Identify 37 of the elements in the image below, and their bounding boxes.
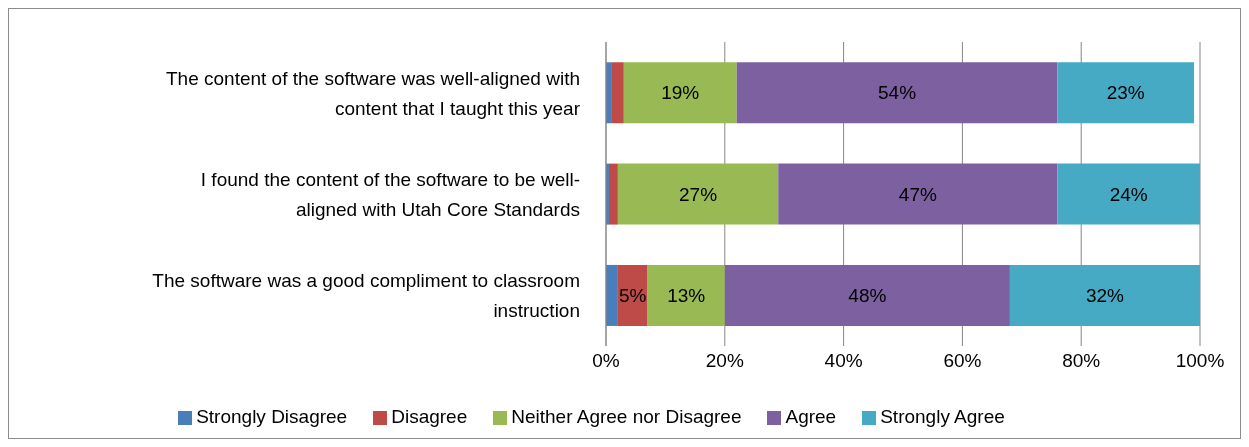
bar xyxy=(606,264,618,326)
legend-label: Agree xyxy=(785,406,837,427)
data-label: 47% xyxy=(898,183,937,205)
legend-label: Disagree xyxy=(391,406,468,427)
data-label: 48% xyxy=(848,284,887,306)
data-label: 13% xyxy=(667,284,706,306)
y-tick-label: I found the content of the software to be well-aligned with Utah Core Standards xyxy=(200,168,580,220)
data-label: 24% xyxy=(1109,183,1148,205)
x-tick-label: 60% xyxy=(943,350,982,372)
bar xyxy=(1057,163,1200,225)
bar xyxy=(1009,264,1200,326)
bar xyxy=(617,264,648,326)
x-tick-label: 100% xyxy=(1175,350,1225,372)
data-label: 32% xyxy=(1085,284,1125,306)
data-label: 19% xyxy=(661,82,700,104)
y-tick-label: The software was a good compliment to classroom instruction xyxy=(152,269,580,321)
data-label: 54% xyxy=(878,82,917,104)
x-tick-label: 80% xyxy=(1062,350,1101,372)
data-label: 5% xyxy=(619,284,647,306)
x-tick-label: 0% xyxy=(592,350,620,372)
bar xyxy=(647,264,725,326)
x-tick-label: 40% xyxy=(824,350,863,372)
legend-label: Strongly Disagree xyxy=(196,406,348,427)
bar xyxy=(617,163,779,225)
bar xyxy=(608,163,618,225)
bar xyxy=(1057,62,1195,124)
bar xyxy=(736,62,1058,124)
bar xyxy=(724,264,1010,326)
bar xyxy=(623,62,737,124)
y-tick-label: The content of the software was well-aligned with content that I taught this year xyxy=(166,67,581,119)
x-tick-label: 20% xyxy=(705,350,744,372)
bar xyxy=(778,163,1058,225)
data-label: 23% xyxy=(1106,82,1145,104)
legend-label: Strongly Agree xyxy=(880,406,1005,427)
bar xyxy=(611,62,624,124)
legend-label: Neither Agree nor Disagree xyxy=(511,406,742,427)
data-label: 27% xyxy=(679,183,718,205)
